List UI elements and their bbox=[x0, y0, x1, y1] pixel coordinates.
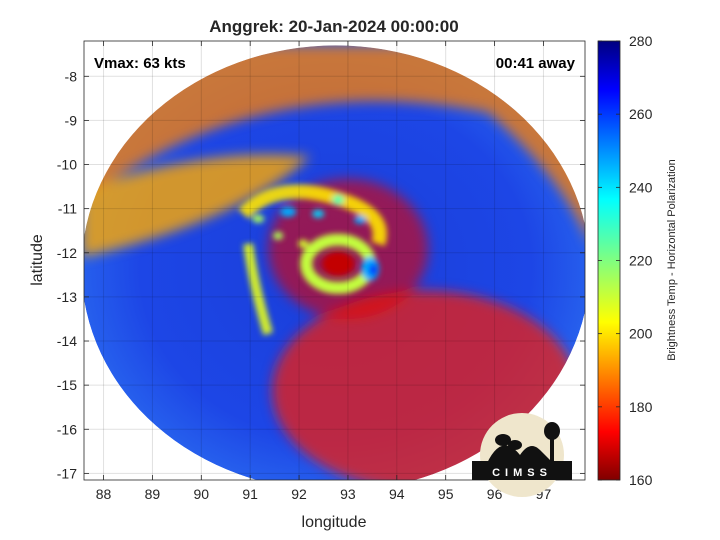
x-tick-label: 96 bbox=[487, 486, 503, 502]
x-tick-label: 90 bbox=[194, 486, 210, 502]
colorbar-tick-label: 280 bbox=[629, 33, 653, 49]
grid bbox=[84, 41, 585, 480]
x-tick-label: 88 bbox=[96, 486, 112, 502]
colorbar-tick-label: 180 bbox=[629, 399, 653, 415]
colorbar-tick-label: 260 bbox=[629, 106, 653, 122]
inner-core bbox=[268, 178, 429, 319]
x-tick-label: 91 bbox=[242, 486, 258, 502]
brightness-temp-image bbox=[84, 45, 585, 480]
convective-cell bbox=[354, 215, 367, 224]
y-tick-label: -11 bbox=[58, 201, 77, 217]
colorbar-label: Brightness Temp - Horizontal Polarizatio… bbox=[666, 159, 678, 361]
x-tick-label: 92 bbox=[291, 486, 307, 502]
x-axis-label: longitude bbox=[302, 514, 367, 531]
convective-cell bbox=[298, 239, 309, 248]
y-tick-label: -9 bbox=[65, 112, 78, 128]
x-tick-label: 94 bbox=[389, 486, 405, 502]
eyewall-hot-core bbox=[369, 263, 378, 276]
x-tick-label: 89 bbox=[145, 486, 161, 502]
y-tick-label: -16 bbox=[57, 421, 77, 437]
axes-box bbox=[83, 40, 586, 481]
outer-band-west bbox=[84, 154, 311, 258]
vmax-annotation: Vmax: 63 kts bbox=[94, 55, 186, 72]
eye bbox=[322, 251, 355, 276]
colorbar-tick-label: 240 bbox=[629, 179, 653, 195]
satellite-dish-icon bbox=[495, 434, 511, 446]
y-tick-label: -15 bbox=[57, 377, 77, 393]
convective-cell bbox=[312, 209, 325, 218]
colorbar-tick-label: 220 bbox=[629, 253, 653, 269]
colorbar-tick-label: 160 bbox=[629, 472, 653, 488]
x-axis: 88 89 90 91 92 93 94 95 96 97 bbox=[96, 41, 551, 502]
x-tick-label: 95 bbox=[438, 486, 454, 502]
y-tick-label: -17 bbox=[57, 465, 77, 481]
y-tick-label: -13 bbox=[57, 289, 77, 305]
cimss-logo: CIMSS bbox=[472, 413, 572, 497]
convective-cell bbox=[273, 231, 284, 240]
colorbar-tick-label: 200 bbox=[629, 326, 653, 342]
colorbar-ticks: 160 180 200 220 240 260 280 bbox=[598, 33, 653, 488]
chart-title: Anggrek: 20-Jan-2024 00:00:00 bbox=[209, 17, 458, 36]
rainband-west bbox=[243, 243, 273, 336]
logo-text: CIMSS bbox=[492, 467, 552, 479]
y-axis-label: latitude bbox=[29, 234, 46, 286]
x-tick-label: 93 bbox=[340, 486, 356, 502]
y-tick-label: -14 bbox=[57, 333, 77, 349]
outer-band-north bbox=[84, 45, 585, 246]
y-tick-label: -10 bbox=[57, 157, 77, 173]
y-tick-label: -8 bbox=[65, 68, 78, 84]
convective-cell bbox=[280, 206, 297, 217]
y-axis: -8 -9 -10 -11 -12 -13 -14 -15 -16 -17 bbox=[57, 68, 585, 481]
convective-cell bbox=[252, 214, 265, 223]
y-tick-label: -12 bbox=[57, 245, 77, 261]
time-away-annotation: 00:41 away bbox=[496, 55, 576, 72]
water-tower-icon bbox=[544, 422, 560, 440]
convective-cell bbox=[332, 194, 345, 205]
